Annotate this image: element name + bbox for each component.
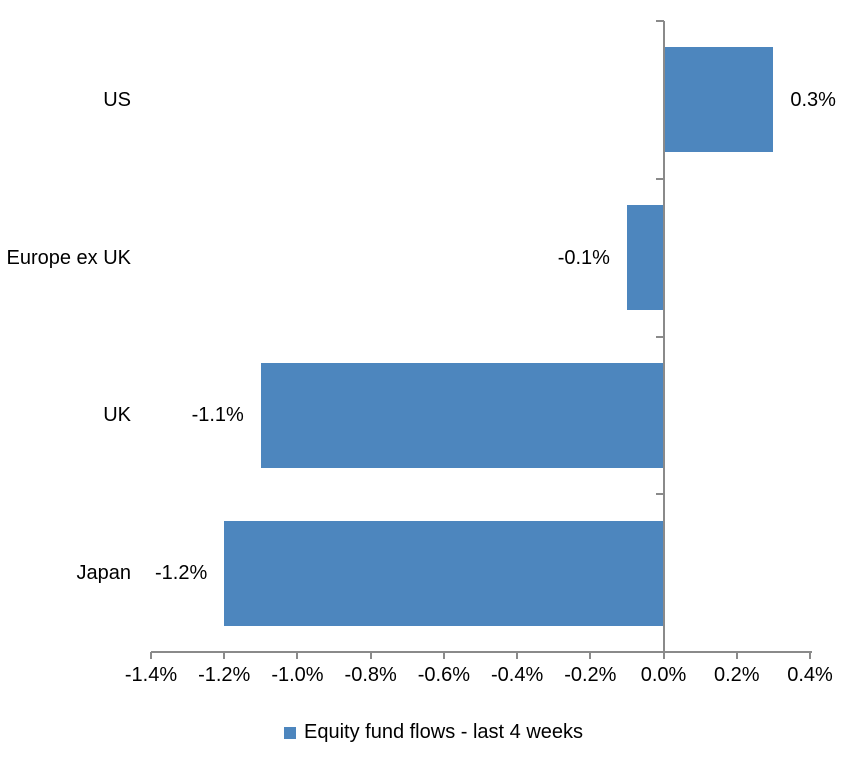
x-tick-label: 0.0% bbox=[640, 664, 687, 686]
data-label: -1.1% bbox=[191, 404, 244, 427]
legend-label: Equity fund flows - last 4 weeks bbox=[304, 721, 584, 743]
x-tick-label: -0.6% bbox=[417, 664, 470, 686]
category-tick bbox=[655, 20, 664, 22]
x-tick bbox=[589, 652, 592, 659]
data-label: 0.3% bbox=[790, 88, 836, 111]
category-tick bbox=[655, 493, 664, 496]
category-tick bbox=[655, 651, 664, 653]
x-tick-label: -1.2% bbox=[198, 664, 251, 686]
category-label: US bbox=[103, 88, 131, 111]
bar bbox=[626, 205, 664, 311]
x-tick-label: -1.0% bbox=[271, 664, 324, 686]
x-tick bbox=[516, 652, 519, 659]
legend: Equity fund flows - last 4 weeks bbox=[284, 719, 583, 745]
x-tick bbox=[296, 652, 299, 659]
x-tick bbox=[662, 652, 665, 659]
x-tick bbox=[223, 652, 226, 659]
x-tick-label: 0.2% bbox=[713, 664, 760, 686]
category-label: Japan bbox=[76, 562, 132, 585]
x-axis-line bbox=[151, 651, 812, 653]
bar bbox=[224, 520, 664, 626]
x-tick-label: -1.4% bbox=[124, 664, 178, 686]
data-label: -1.2% bbox=[154, 562, 208, 585]
x-tick-label: -0.4% bbox=[490, 664, 544, 686]
category-axis-line bbox=[662, 21, 665, 652]
x-tick bbox=[369, 652, 372, 659]
category-label: UK bbox=[103, 404, 131, 427]
x-tick-label: -0.2% bbox=[564, 664, 617, 686]
x-tick bbox=[150, 652, 152, 659]
category-tick bbox=[655, 177, 664, 180]
x-tick bbox=[809, 652, 811, 659]
category-label: Europe ex UK bbox=[6, 246, 131, 269]
bar bbox=[663, 47, 774, 153]
category-tick bbox=[655, 335, 664, 338]
x-tick-label: -0.8% bbox=[344, 664, 397, 686]
x-tick bbox=[442, 652, 445, 659]
x-tick bbox=[735, 652, 738, 659]
bar bbox=[260, 362, 664, 468]
x-tick-label: 0.4% bbox=[787, 664, 833, 686]
legend-swatch-icon bbox=[284, 726, 296, 739]
data-label: -0.1% bbox=[557, 246, 610, 269]
